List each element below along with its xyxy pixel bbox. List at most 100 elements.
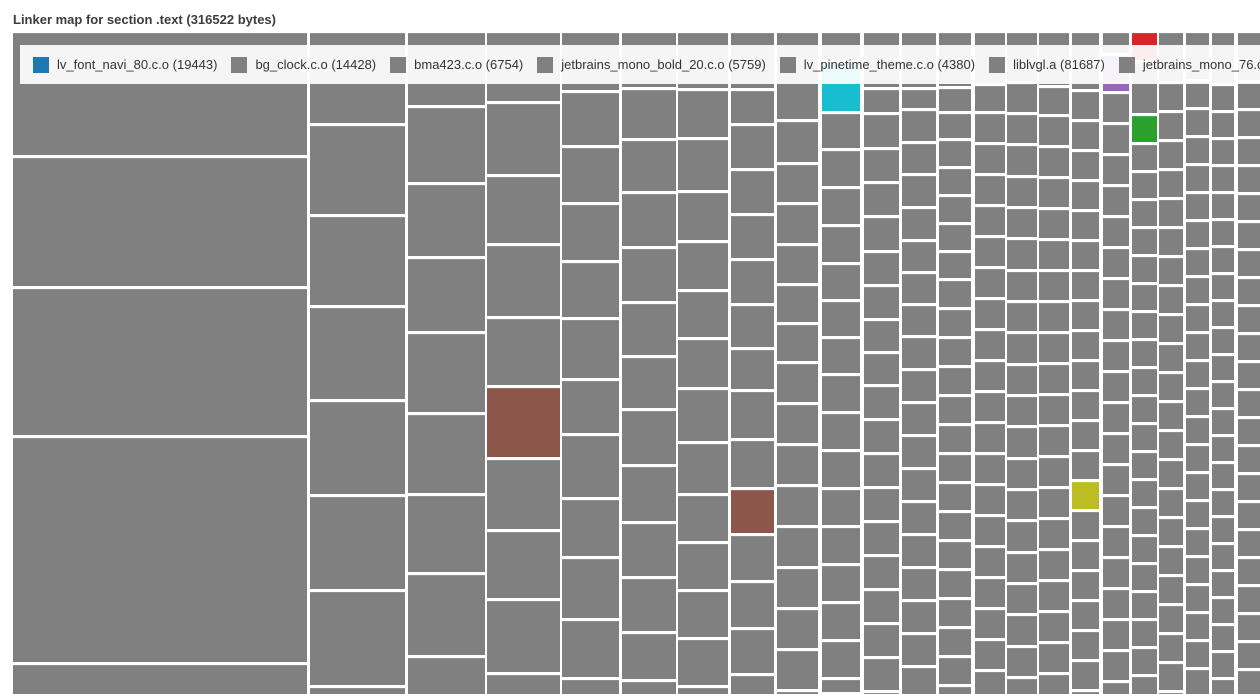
treemap-cell[interactable] [678, 193, 728, 240]
treemap-cell[interactable] [939, 339, 971, 365]
treemap-cell[interactable] [622, 141, 676, 191]
treemap-cell[interactable] [902, 569, 936, 599]
treemap-cell[interactable] [864, 421, 899, 452]
treemap-cell[interactable] [939, 368, 971, 394]
treemap-cell[interactable] [975, 393, 1005, 421]
treemap-cell[interactable] [562, 148, 619, 202]
treemap-cell[interactable] [902, 470, 936, 500]
treemap-cell[interactable] [678, 91, 728, 137]
treemap-cell[interactable] [310, 217, 405, 305]
treemap-cell[interactable] [864, 184, 899, 215]
treemap-cell[interactable] [562, 621, 619, 677]
treemap-cell[interactable] [622, 634, 676, 679]
treemap-cell[interactable] [975, 300, 1005, 328]
treemap-cell[interactable] [822, 604, 860, 639]
treemap-cell[interactable] [1103, 404, 1129, 432]
treemap-cell[interactable] [1238, 363, 1260, 388]
treemap-cell[interactable] [1212, 329, 1234, 353]
treemap-cell[interactable] [1039, 241, 1069, 269]
treemap-cell[interactable] [1072, 242, 1099, 269]
treemap-cell[interactable] [1186, 614, 1209, 639]
treemap-cell[interactable] [777, 610, 818, 648]
treemap-cell[interactable] [408, 496, 485, 572]
treemap-cell[interactable] [822, 227, 860, 262]
treemap-cell[interactable] [902, 176, 936, 206]
treemap-cell[interactable] [902, 144, 936, 173]
treemap-cell[interactable] [902, 209, 936, 239]
treemap-cell[interactable] [1039, 458, 1069, 486]
treemap-cell[interactable] [1238, 195, 1260, 220]
treemap-cell[interactable] [1212, 491, 1234, 515]
treemap-cell[interactable] [1212, 302, 1234, 326]
treemap-cell[interactable] [864, 659, 899, 690]
treemap-cell[interactable] [1007, 303, 1037, 331]
treemap-cell[interactable] [1007, 397, 1037, 425]
treemap-cell[interactable] [408, 185, 485, 256]
treemap-cell[interactable] [13, 665, 307, 694]
treemap-cell[interactable] [1238, 167, 1260, 192]
treemap-cell[interactable] [562, 381, 619, 433]
treemap-cell[interactable] [1007, 460, 1037, 488]
treemap-cell[interactable] [1007, 334, 1037, 363]
treemap-cell[interactable] [1212, 113, 1234, 137]
treemap-cell[interactable] [975, 486, 1005, 514]
treemap-cell[interactable] [1186, 306, 1209, 331]
treemap-cell[interactable] [1072, 422, 1099, 449]
treemap-cell[interactable] [310, 688, 405, 694]
treemap-cell[interactable] [1212, 653, 1234, 677]
treemap-cell[interactable] [1007, 146, 1037, 175]
treemap-cell[interactable] [1238, 391, 1260, 416]
treemap-cell[interactable] [562, 205, 619, 260]
treemap-cell[interactable] [1039, 334, 1069, 362]
treemap-cell[interactable] [1212, 680, 1234, 694]
treemap-cell[interactable] [1072, 632, 1099, 659]
treemap-cell-highlight[interactable] [487, 388, 560, 457]
treemap-cell[interactable] [1039, 427, 1069, 455]
treemap-cell[interactable] [678, 640, 728, 685]
treemap-cell[interactable] [1159, 577, 1183, 603]
treemap-cell[interactable] [1072, 362, 1099, 389]
treemap-cell[interactable] [1238, 475, 1260, 500]
treemap-cell[interactable] [1103, 497, 1129, 525]
treemap-cell[interactable] [1072, 392, 1099, 419]
treemap-cell[interactable] [678, 243, 728, 289]
treemap-cell[interactable] [777, 325, 818, 361]
treemap-cell[interactable] [864, 321, 899, 351]
treemap-cell[interactable] [1186, 362, 1209, 387]
treemap-cell[interactable] [1007, 272, 1037, 300]
treemap-cell[interactable] [678, 544, 728, 589]
treemap-cell[interactable] [1103, 435, 1129, 463]
treemap-cell[interactable] [1212, 248, 1234, 272]
treemap-cell[interactable] [939, 89, 971, 111]
treemap-cell[interactable] [1072, 332, 1099, 359]
treemap-cell[interactable] [1238, 139, 1260, 164]
treemap-cell[interactable] [731, 261, 774, 303]
treemap-cell[interactable] [487, 319, 560, 385]
treemap-cell[interactable] [1238, 615, 1260, 640]
treemap-cell[interactable] [822, 414, 860, 449]
treemap-cell[interactable] [975, 362, 1005, 390]
treemap-cell[interactable] [822, 339, 860, 373]
treemap-cell[interactable] [1103, 125, 1129, 153]
treemap-cell[interactable] [1212, 194, 1234, 218]
treemap-cell[interactable] [1103, 311, 1129, 339]
treemap-cell[interactable] [1238, 251, 1260, 276]
treemap-cell[interactable] [975, 517, 1005, 545]
treemap-cell[interactable] [1159, 374, 1183, 400]
treemap-cell[interactable] [939, 426, 971, 452]
treemap-cell[interactable] [1212, 167, 1234, 191]
treemap-cell[interactable] [562, 263, 619, 317]
treemap-cell[interactable] [1186, 446, 1209, 471]
treemap-cell[interactable] [678, 444, 728, 493]
treemap-cell[interactable] [1212, 464, 1234, 488]
treemap-cell[interactable] [1007, 115, 1037, 143]
treemap-cell[interactable] [678, 592, 728, 637]
treemap-cell[interactable] [1238, 503, 1260, 528]
treemap-cell[interactable] [777, 165, 818, 202]
treemap-cell[interactable] [1103, 683, 1129, 694]
treemap-cell[interactable] [1039, 551, 1069, 579]
treemap-cell[interactable] [777, 528, 818, 566]
treemap-cell[interactable] [902, 306, 936, 335]
treemap-cell[interactable] [939, 397, 971, 423]
treemap-cell[interactable] [1039, 210, 1069, 238]
